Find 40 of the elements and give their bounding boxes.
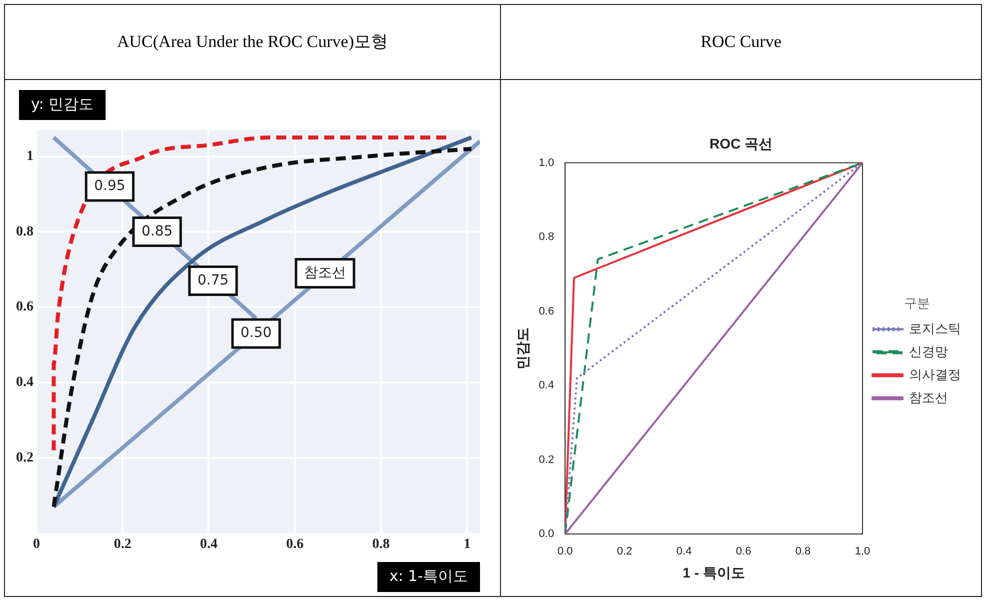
- y-tick-label: 1: [26, 148, 34, 164]
- x-tick-label: 0.8: [372, 537, 390, 552]
- x-tick-label: 0.0: [557, 546, 573, 558]
- x-tick-label: 1.0: [854, 546, 870, 558]
- annotation: 0.85: [141, 223, 173, 240]
- x-axis-title: x: 1-특이도: [389, 566, 468, 585]
- annotation: 0.50: [240, 325, 272, 342]
- y-tick-label: 0.8: [16, 224, 34, 240]
- y-tick-label: 0.6: [538, 305, 554, 318]
- x-tick-label: 0.4: [200, 537, 218, 552]
- y-tick-label: 0.4: [538, 380, 554, 392]
- x-tick-label: 1: [464, 537, 471, 552]
- legend-title: 구분: [904, 295, 930, 310]
- chart-title: ROC Curve: [500, 4, 982, 80]
- y-tick-label: 0.2: [16, 450, 34, 466]
- chart-title: AUC(Area Under the ROC Curve)모형: [4, 4, 500, 80]
- legend-label: 의사결정: [909, 366, 961, 382]
- annotation: 참조선: [304, 264, 346, 281]
- y-tick-label: 0.6: [16, 300, 34, 315]
- x-tick-label: 0.6: [736, 546, 752, 558]
- x-tick-label: 0.4: [676, 546, 692, 558]
- annotation: 0.95: [94, 178, 126, 194]
- y-tick-label: 0.4: [16, 375, 34, 390]
- y-axis-title: y: 민감도: [31, 94, 94, 113]
- y-tick-label: 0.2: [538, 454, 554, 466]
- x-tick-label: 0.6: [286, 537, 304, 552]
- legend-label: 로지스틱: [909, 320, 961, 336]
- annotation: 0.75: [197, 272, 229, 288]
- legend-label: 참조선: [909, 390, 948, 405]
- y-tick-label: 1.0: [538, 156, 554, 169]
- x-tick-label: 0.8: [795, 546, 811, 558]
- y-axis-title: 민감도: [514, 327, 530, 370]
- legend-label: 신경망: [909, 344, 948, 359]
- y-tick-label: 0.0: [538, 528, 554, 540]
- x-tick-label: 0: [33, 537, 40, 552]
- x-tick-label: 0.2: [616, 546, 632, 558]
- chart-subtitle: ROC 곡선: [710, 135, 772, 152]
- x-tick-label: 0.2: [114, 537, 132, 552]
- y-tick-label: 0.8: [538, 231, 554, 244]
- x-axis-title: 1 - 특이도: [682, 564, 745, 580]
